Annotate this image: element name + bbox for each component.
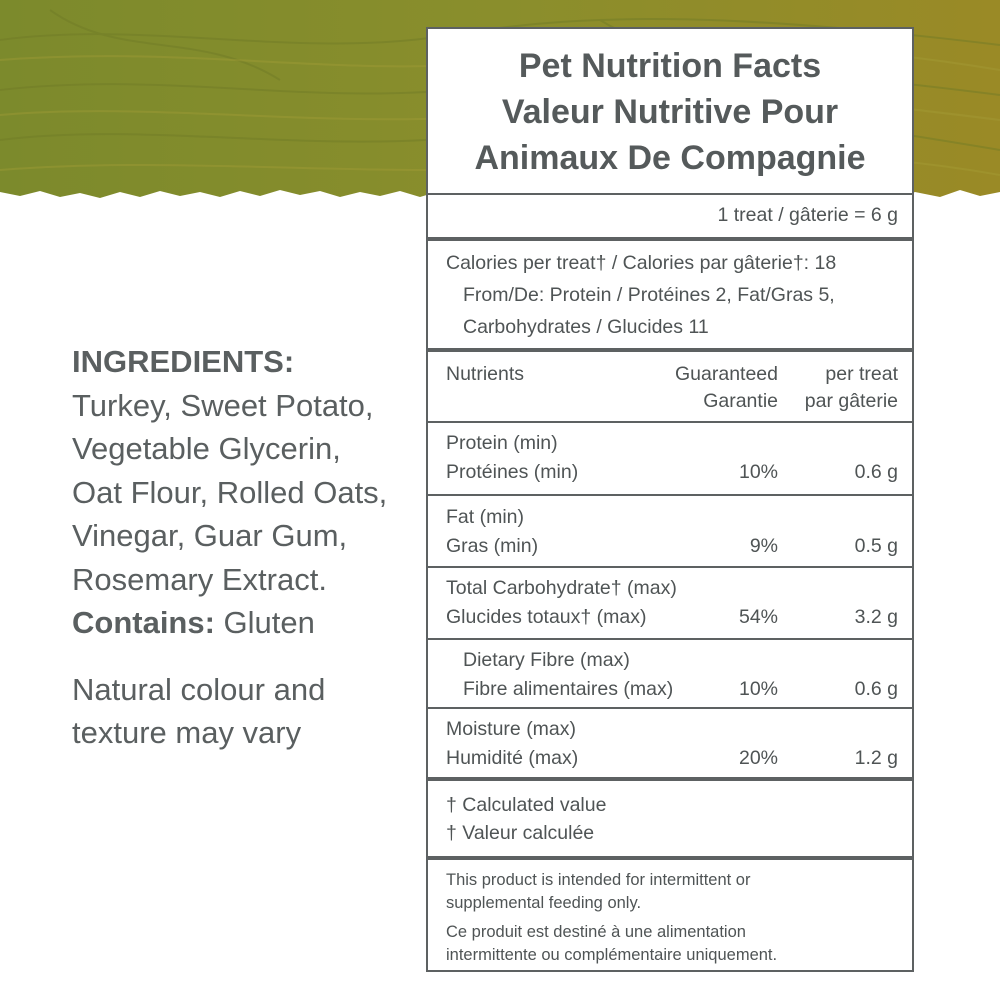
nutrient-guaranteed: 9% <box>749 535 778 557</box>
serving-size: 1 treat / gâterie = 6 g <box>717 204 899 226</box>
nutrient-per-treat: 0.6 g <box>854 461 898 483</box>
divider <box>428 193 912 195</box>
ingredients-line: Vinegar, Guar Gum, <box>72 518 348 553</box>
nutrient-guaranteed: 10% <box>738 461 778 483</box>
divider <box>428 494 912 496</box>
nutrient-label-fr: Fibre alimentaires (max) <box>463 678 674 700</box>
footnote-line: † Valeur calculée <box>446 822 595 844</box>
header-guaranteed-fr: Garantie <box>703 390 778 412</box>
variation-note-line: Natural colour and <box>72 671 326 707</box>
contains-label: Contains: <box>72 605 215 640</box>
panel-title-line: Pet Nutrition Facts <box>518 47 822 85</box>
nutrient-label-en: Moisture (max) <box>446 718 577 740</box>
nutrient-label-en: Total Carbohydrate† (max) <box>446 577 677 599</box>
nutrient-label-fr: Gras (min) <box>446 535 539 557</box>
disclaimer-en-line: This product is intended for intermitten… <box>446 871 751 889</box>
nutrient-per-treat: 0.5 g <box>854 535 898 557</box>
panel-title-line: Valeur Nutritive Pour <box>501 93 839 131</box>
variation-note: Natural colour and texture may vary <box>72 668 412 755</box>
divider-thick <box>428 777 912 781</box>
ingredients-line: Turkey, Sweet Potato, <box>72 387 374 423</box>
nutrient-label-fr: Glucides totaux† (max) <box>446 606 647 628</box>
contains-value: Gluten <box>214 605 315 640</box>
nutrient-label-fr: Protéines (min) <box>446 461 579 483</box>
calories-breakdown-line: From/De: Protein / Protéines 2, Fat/Gras… <box>463 284 835 306</box>
divider <box>428 638 912 640</box>
ingredients-line: Rosemary Extract. <box>72 561 327 597</box>
panel-title: Pet Nutrition Facts Valeur Nutritive Pou… <box>428 43 912 181</box>
divider-thick <box>428 856 912 860</box>
nutrient-guaranteed: 54% <box>738 606 778 628</box>
disclaimer-fr-line: intermittente ou complémentaire uniqueme… <box>446 946 778 964</box>
divider <box>428 566 912 568</box>
ingredients-heading: INGREDIENTS: <box>72 344 295 379</box>
nutrient-per-treat: 1.2 g <box>854 747 898 769</box>
nutrient-guaranteed: 10% <box>738 678 778 700</box>
header-per-treat: per treat <box>825 363 898 385</box>
ingredients-section: INGREDIENTS: Turkey, Sweet Potato, Veget… <box>72 340 412 755</box>
contains-statement: Contains: Gluten <box>72 601 412 645</box>
panel-title-line: Animaux De Compagnie <box>474 139 866 177</box>
nutrient-guaranteed: 20% <box>738 747 778 769</box>
divider-thick <box>428 348 912 352</box>
disclaimer-en-line: supplemental feeding only. <box>446 894 642 912</box>
nutrient-label-en: Dietary Fibre (max) <box>463 649 630 671</box>
footnote-line: † Calculated value <box>446 794 607 816</box>
divider <box>428 707 912 709</box>
nutrient-label-en: Fat (min) <box>446 506 524 528</box>
header-guaranteed: Guaranteed <box>675 363 778 385</box>
ingredients-line: Vegetable Glycerin, <box>72 431 341 466</box>
variation-note-line: texture may vary <box>72 715 302 750</box>
nutrient-per-treat: 3.2 g <box>854 606 898 628</box>
ingredients-line: Oat Flour, Rolled Oats, <box>72 474 388 510</box>
nutrient-per-treat: 0.6 g <box>854 678 898 700</box>
nutrient-label-en: Protein (min) <box>446 432 558 454</box>
header-per-treat-fr: par gâterie <box>804 390 898 412</box>
divider <box>428 421 912 423</box>
header-nutrients: Nutrients <box>446 363 525 385</box>
divider-thick <box>428 237 912 241</box>
calories-breakdown-line: Carbohydrates / Glucides 11 <box>463 316 709 338</box>
calories-line: Calories per treat† / Calories par gâter… <box>446 252 837 274</box>
nutrition-facts-panel: Pet Nutrition Facts Valeur Nutritive Pou… <box>426 27 914 972</box>
nutrient-label-fr: Humidité (max) <box>446 747 579 769</box>
disclaimer-fr-line: Ce produit est destiné à une alimentatio… <box>446 923 746 941</box>
